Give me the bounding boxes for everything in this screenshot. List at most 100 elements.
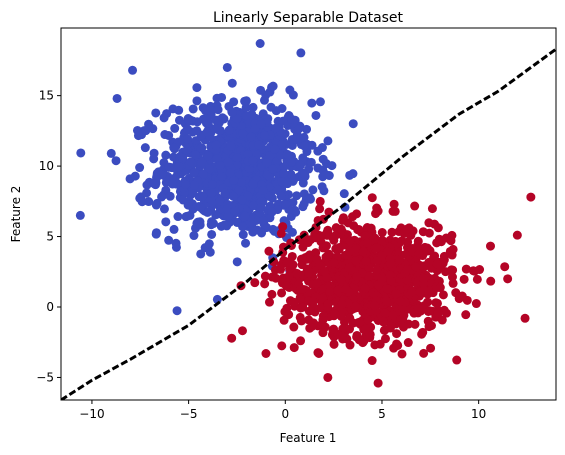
- data-point: [206, 188, 216, 198]
- data-point: [348, 119, 358, 129]
- data-point: [279, 162, 289, 171]
- data-point: [364, 271, 374, 281]
- data-point: [159, 204, 169, 214]
- data-point: [271, 273, 281, 283]
- data-point: [186, 157, 196, 167]
- data-point: [232, 153, 242, 163]
- y-tick-label: −5: [36, 370, 54, 384]
- data-point: [277, 341, 287, 351]
- data-point: [351, 256, 361, 266]
- data-point: [112, 93, 122, 103]
- data-point: [360, 283, 370, 293]
- data-point: [526, 192, 536, 202]
- data-point: [106, 148, 116, 158]
- x-tick-label: −10: [79, 407, 104, 421]
- data-point: [174, 161, 184, 171]
- data-point: [135, 163, 145, 173]
- data-point: [222, 204, 232, 214]
- data-point: [341, 284, 351, 294]
- data-point: [289, 174, 299, 184]
- data-point: [268, 224, 278, 234]
- data-point: [385, 270, 395, 280]
- data-point: [189, 168, 199, 178]
- data-point: [313, 348, 323, 358]
- data-point: [447, 272, 457, 282]
- data-point: [164, 162, 174, 172]
- data-point: [367, 356, 377, 366]
- x-axis: −10 −5 0 5 10: [79, 400, 486, 421]
- data-point: [512, 230, 522, 240]
- data-point: [229, 97, 239, 107]
- data-point: [330, 309, 340, 319]
- data-point: [307, 98, 317, 108]
- data-point: [402, 224, 412, 234]
- data-point: [381, 296, 391, 306]
- data-point: [417, 329, 427, 339]
- data-point: [282, 149, 292, 159]
- data-point: [391, 289, 401, 299]
- data-point: [241, 111, 251, 121]
- data-point: [220, 188, 230, 198]
- data-point: [149, 148, 159, 158]
- data-point: [212, 122, 222, 132]
- data-point: [283, 257, 293, 267]
- data-point: [475, 265, 485, 275]
- data-point: [372, 265, 382, 275]
- data-point: [380, 308, 390, 318]
- data-point: [337, 331, 347, 341]
- data-point: [419, 348, 429, 358]
- data-point: [282, 303, 292, 313]
- data-point: [352, 330, 362, 340]
- data-point: [419, 273, 429, 283]
- data-point: [366, 223, 376, 233]
- data-point: [377, 228, 387, 238]
- data-point: [329, 324, 339, 334]
- data-point: [369, 300, 379, 310]
- data-point: [137, 197, 147, 207]
- data-point: [240, 96, 250, 106]
- data-point: [248, 179, 258, 189]
- data-point: [486, 241, 495, 251]
- data-point: [168, 104, 178, 114]
- data-point: [462, 295, 472, 305]
- data-point: [205, 247, 215, 257]
- data-point: [459, 274, 469, 284]
- data-point: [373, 378, 383, 388]
- data-point: [76, 148, 86, 158]
- data-point: [190, 180, 199, 190]
- data-point: [431, 298, 441, 308]
- data-point: [160, 130, 170, 140]
- data-point: [438, 290, 448, 300]
- data-point: [286, 157, 296, 167]
- data-point: [296, 160, 306, 170]
- data-point: [222, 62, 232, 72]
- data-point: [192, 126, 202, 136]
- data-point: [264, 297, 274, 307]
- data-point: [165, 191, 175, 201]
- data-point: [377, 251, 387, 261]
- data-point: [182, 211, 192, 221]
- data-point: [345, 170, 355, 180]
- x-tick-label: 0: [281, 407, 289, 421]
- data-point: [307, 140, 317, 150]
- data-point: [192, 96, 202, 106]
- data-point: [260, 271, 270, 281]
- data-point: [277, 288, 287, 298]
- y-tick-label: 10: [39, 159, 54, 173]
- data-point: [372, 203, 382, 213]
- data-point: [191, 150, 200, 160]
- data-point: [227, 78, 237, 88]
- data-point: [125, 174, 135, 184]
- data-point: [250, 278, 260, 288]
- data-point: [276, 191, 286, 201]
- data-point: [183, 200, 193, 210]
- data-point: [397, 349, 407, 359]
- data-point: [223, 212, 233, 222]
- data-point: [389, 199, 399, 209]
- data-point: [228, 191, 238, 201]
- data-point: [418, 227, 428, 237]
- data-point: [161, 217, 171, 227]
- series-1: [227, 192, 536, 388]
- data-point: [433, 308, 443, 318]
- data-point: [319, 266, 329, 276]
